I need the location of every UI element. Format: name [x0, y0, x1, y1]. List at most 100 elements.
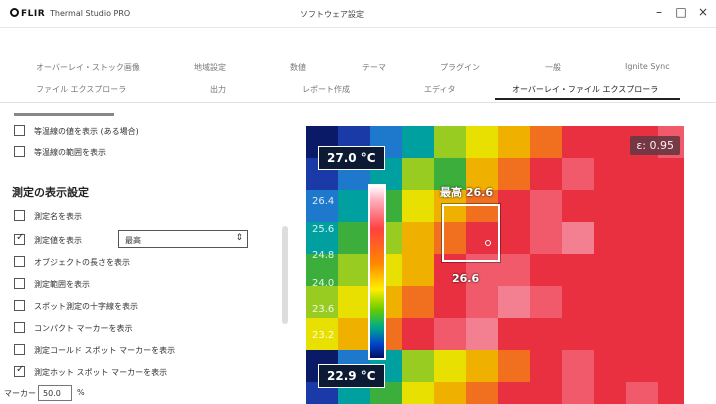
- thermal-pixel: [498, 158, 530, 190]
- isotherm-range-checkbox[interactable]: [14, 146, 25, 157]
- close-button[interactable]: ×: [697, 5, 709, 19]
- maximize-button[interactable]: □: [675, 5, 687, 19]
- thermal-pixel: [658, 318, 684, 350]
- flir-logo: FLIR: [10, 8, 45, 19]
- thermal-pixel: [434, 158, 466, 190]
- active-tab-indicator: [495, 98, 680, 100]
- tab-theme[interactable]: テーマ: [362, 63, 386, 72]
- compact-marker-checkbox[interactable]: [14, 322, 25, 333]
- scale-tick: 26.4: [312, 196, 335, 207]
- cut-off-option: [14, 113, 114, 116]
- tab-overlay-file-explorer[interactable]: オーバーレイ・ファイル エクスプローラ: [512, 85, 659, 94]
- thermal-pixel: [594, 382, 626, 404]
- color-scale-bar: [368, 184, 386, 360]
- show-crosshair-checkbox[interactable]: [14, 300, 25, 311]
- thermal-pixel: [562, 318, 594, 350]
- thermal-pixel: [594, 222, 626, 254]
- thermal-pixel: [658, 190, 684, 222]
- thermal-pixel: [402, 286, 434, 318]
- cold-spot-marker-checkbox[interactable]: [14, 344, 25, 355]
- scale-tick: 24.8: [312, 250, 335, 261]
- value-type-selected: 最高: [125, 236, 141, 245]
- thermal-pixel: [466, 286, 498, 318]
- thermal-pixel: [402, 190, 434, 222]
- thermal-pixel: [530, 382, 562, 404]
- tab-divider: [0, 102, 716, 103]
- thermal-pixel: [626, 318, 658, 350]
- thermal-pixel: [306, 222, 338, 254]
- value-type-select[interactable]: 最高 ⇕: [118, 230, 248, 248]
- scale-tick: 23.6: [312, 304, 335, 315]
- thermal-pixel: [626, 222, 658, 254]
- tab-report[interactable]: レポート作成: [302, 85, 350, 94]
- thermal-pixel: [338, 318, 370, 350]
- thermal-pixel: [530, 286, 562, 318]
- show-value-checkbox[interactable]: [14, 232, 25, 245]
- thermal-preview: 27.0 °C ε: 0.95 26.4 25.6 24.8 24.0 23.6…: [306, 126, 684, 404]
- isotherm-values-checkbox[interactable]: [14, 125, 25, 136]
- minimize-button[interactable]: –: [656, 5, 662, 19]
- thermal-pixel: [466, 382, 498, 404]
- thermal-pixel: [562, 286, 594, 318]
- thermal-pixel: [626, 382, 658, 404]
- thermal-pixel: [530, 190, 562, 222]
- thermal-pixel: [402, 350, 434, 382]
- emissivity-label: ε: 0.95: [630, 136, 680, 155]
- thermal-pixel: [562, 382, 594, 404]
- thermal-pixel: [562, 350, 594, 382]
- show-range-checkbox[interactable]: [14, 278, 25, 289]
- tab-ignite-sync[interactable]: Ignite Sync: [625, 62, 670, 71]
- thermal-pixel: [466, 158, 498, 190]
- thermal-pixel: [466, 350, 498, 382]
- thermal-pixel: [594, 318, 626, 350]
- thermal-pixel: [466, 190, 498, 222]
- tab-output[interactable]: 出力: [210, 85, 226, 94]
- thermal-pixel: [434, 190, 466, 222]
- thermal-pixel: [434, 382, 466, 404]
- hot-spot-marker-checkbox[interactable]: [14, 364, 25, 377]
- thermal-pixel: [658, 350, 684, 382]
- thermal-pixel: [434, 350, 466, 382]
- thermal-pixel: [626, 190, 658, 222]
- tab-overlay-stock[interactable]: オーバーレイ・ストック画像: [36, 63, 140, 72]
- roi-max-label: 最高 26.6: [440, 186, 493, 199]
- thermal-pixel: [434, 222, 466, 254]
- max-temp-label: 27.0 °C: [318, 146, 385, 170]
- thermal-pixel: [402, 126, 434, 158]
- thermal-pixel: [498, 126, 530, 158]
- flir-logo-mark-icon: [10, 8, 19, 17]
- thermal-pixel: [434, 126, 466, 158]
- title-bar: FLIR Thermal Studio PRO ソフトウェア設定 – □ ×: [0, 0, 716, 28]
- thermal-pixel: [626, 254, 658, 286]
- thermal-pixel: [498, 382, 530, 404]
- measurement-box[interactable]: [442, 204, 500, 262]
- tab-file-explorer[interactable]: ファイル エクスプローラ: [36, 85, 127, 94]
- tab-regional[interactable]: 地域設定: [194, 63, 226, 72]
- thermal-pixel: [402, 254, 434, 286]
- thermal-pixel: [402, 158, 434, 190]
- show-length-checkbox[interactable]: [14, 256, 25, 267]
- window-title: ソフトウェア設定: [300, 10, 364, 19]
- marker-size-input[interactable]: 50.0: [38, 385, 72, 401]
- panel-scrollbar[interactable]: [282, 226, 288, 324]
- tab-numeric[interactable]: 数値: [290, 63, 306, 72]
- thermal-pixel: [338, 190, 370, 222]
- scale-tick: 23.2: [312, 330, 335, 341]
- thermal-pixel: [402, 382, 434, 404]
- tab-plugins[interactable]: プラグイン: [440, 63, 480, 72]
- tab-general[interactable]: 一般: [545, 63, 561, 72]
- thermal-pixel: [594, 158, 626, 190]
- thermal-pixel: [530, 350, 562, 382]
- compact-marker-label: コンパクト マーカーを表示: [34, 324, 133, 333]
- show-name-checkbox[interactable]: [14, 210, 25, 221]
- marker-size-label: マーカー サイズ: [4, 389, 63, 398]
- thermal-pixel: [530, 318, 562, 350]
- settings-tabs: オーバーレイ・ストック画像 地域設定 数値 テーマ プラグイン 一般 Ignit…: [0, 28, 716, 102]
- thermal-pixel: [466, 222, 498, 254]
- updown-arrow-icon: ⇕: [235, 233, 243, 243]
- thermal-pixel: [338, 286, 370, 318]
- thermal-pixel: [562, 254, 594, 286]
- tab-editor[interactable]: エディタ: [424, 85, 456, 94]
- thermal-pixel: [658, 222, 684, 254]
- thermal-pixel: [466, 318, 498, 350]
